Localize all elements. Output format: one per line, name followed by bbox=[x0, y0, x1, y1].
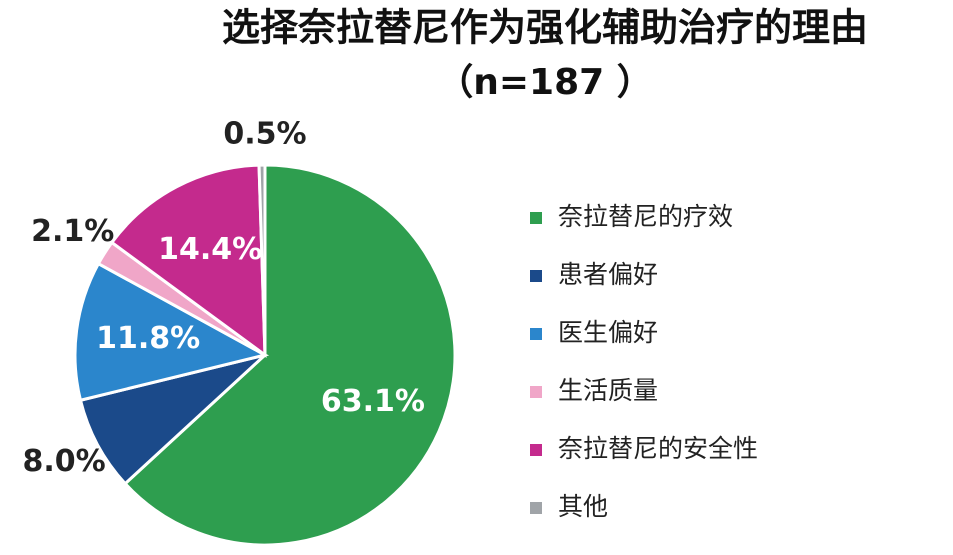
legend-swatch bbox=[530, 270, 542, 282]
chart-title: 选择奈拉替尼作为强化辅助治疗的理由 bbox=[222, 6, 868, 50]
pie-slice bbox=[109, 163, 267, 359]
chart-subtitle: （n=187 ） bbox=[437, 62, 652, 103]
legend-swatch bbox=[530, 502, 542, 514]
value-label: 14.4% bbox=[158, 232, 262, 267]
legend-label: 患者偏好 bbox=[558, 260, 658, 289]
legend-swatch bbox=[530, 212, 542, 224]
legend-swatch bbox=[530, 386, 542, 398]
legend-label: 生活质量 bbox=[558, 376, 658, 405]
value-label: 11.8% bbox=[96, 321, 200, 356]
pie-slice bbox=[257, 163, 267, 356]
legend-label: 奈拉替尼的安全性 bbox=[558, 434, 758, 463]
pie-slice bbox=[73, 261, 270, 403]
legend-swatch bbox=[530, 444, 542, 456]
value-label: 63.1% bbox=[321, 384, 425, 419]
pie-slice bbox=[123, 163, 457, 547]
pie-slice bbox=[78, 353, 267, 486]
legend-label: 奈拉替尼的疗效 bbox=[558, 202, 733, 231]
legend-label: 其他 bbox=[558, 492, 608, 521]
legend-label: 医生偏好 bbox=[558, 318, 658, 347]
value-label: 8.0% bbox=[22, 444, 105, 479]
value-label: 2.1% bbox=[31, 214, 114, 249]
value-label: 0.5% bbox=[223, 117, 306, 152]
legend-swatch bbox=[530, 328, 542, 340]
